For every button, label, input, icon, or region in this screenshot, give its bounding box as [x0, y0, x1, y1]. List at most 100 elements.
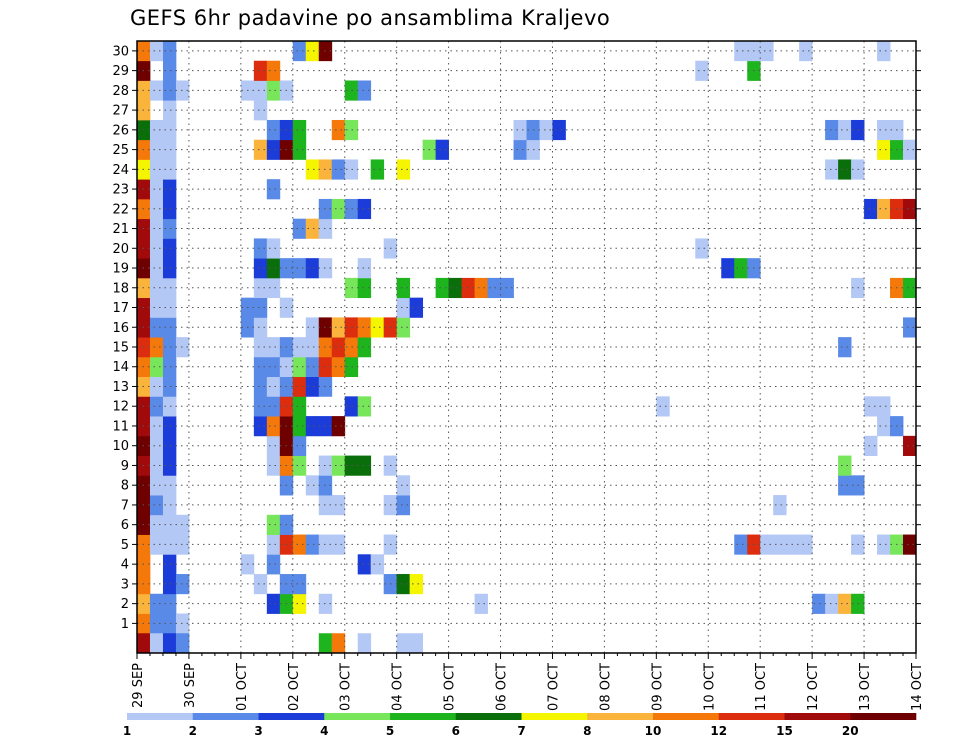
heatmap-cell	[266, 435, 281, 456]
heatmap-cell	[266, 416, 281, 437]
heatmap-cell	[162, 258, 177, 279]
heatmap-cell	[149, 258, 164, 279]
heatmap-cell	[513, 119, 527, 141]
colorbar-swatch	[390, 713, 457, 720]
heatmap-cell	[305, 317, 320, 338]
heatmap-cell	[149, 514, 164, 535]
heatmap-cell	[266, 139, 281, 160]
x-tick-label: 29 SEP	[131, 663, 146, 708]
heatmap-cell	[253, 396, 268, 417]
heatmap-cell	[357, 317, 372, 338]
heatmap-cell	[877, 41, 891, 62]
heatmap-cell	[370, 317, 385, 338]
heatmap-cell	[149, 534, 164, 555]
heatmap-cell	[149, 475, 164, 496]
heatmap-cell	[825, 159, 839, 180]
heatmap-cell	[877, 119, 891, 141]
heatmap-cell	[292, 139, 307, 160]
heatmap-cell	[396, 633, 411, 654]
y-tick-label: 12	[112, 400, 129, 415]
heatmap-cell	[357, 396, 372, 417]
heatmap-cell	[305, 376, 320, 397]
heatmap-cell	[864, 396, 878, 417]
heatmap-cell	[149, 159, 164, 180]
heatmap-cell	[175, 574, 190, 595]
heatmap-cell	[448, 277, 462, 299]
y-tick-label: 2	[121, 597, 129, 612]
heatmap-cell	[162, 119, 177, 141]
heatmap-cell	[162, 297, 177, 318]
colorbar-swatch	[455, 713, 522, 720]
heatmap-cell	[253, 258, 268, 279]
heatmap-cell	[162, 455, 177, 476]
heatmap-cell	[162, 376, 177, 397]
heatmap-cell	[838, 159, 852, 180]
colorbar-swatch	[258, 713, 325, 720]
y-tick-label: 20	[112, 242, 129, 257]
y-tick-label: 22	[112, 202, 129, 217]
heatmap-cell	[162, 337, 177, 358]
heatmap-cell	[149, 376, 164, 397]
heatmap-cell	[344, 455, 359, 476]
heatmap-cell	[266, 356, 281, 378]
x-tick-label: 12 OCT	[806, 663, 821, 711]
heatmap-cell	[734, 41, 748, 62]
heatmap-cell	[266, 455, 281, 476]
heatmap-cell	[305, 475, 320, 496]
heatmap-cell	[149, 455, 164, 476]
y-tick-label: 13	[112, 380, 129, 395]
heatmap-cell	[305, 258, 320, 279]
heatmap-cell	[903, 435, 916, 456]
y-tick-label: 14	[112, 360, 129, 375]
colorbar-swatch	[324, 713, 391, 720]
y-tick-label: 19	[112, 262, 129, 277]
heatmap-cell	[331, 119, 346, 141]
heatmap-cell	[903, 317, 916, 338]
x-tick-label: 04 OCT	[391, 663, 406, 711]
x-tick-label: 09 OCT	[650, 663, 665, 711]
heatmap-cell	[877, 198, 891, 220]
heatmap-cell	[162, 317, 177, 338]
colorbar-label: 2	[189, 724, 197, 738]
colorbar-swatch	[850, 713, 917, 720]
heatmap-cell	[799, 41, 813, 62]
heatmap-cell	[292, 534, 307, 555]
heatmap-cell	[305, 534, 320, 555]
heatmap-cell	[266, 514, 281, 535]
heatmap-cell	[864, 198, 878, 220]
heatmap-cell	[162, 396, 177, 417]
heatmap-cell	[149, 633, 164, 654]
colorbar-swatch	[784, 713, 851, 720]
y-tick-label: 21	[112, 222, 129, 237]
heatmap-cell	[162, 475, 177, 496]
y-tick-label: 17	[112, 301, 129, 316]
heatmap-cell	[266, 396, 281, 417]
heatmap-cell	[162, 435, 177, 456]
heatmap-cell	[149, 416, 164, 437]
colorbar-label: 7	[517, 724, 525, 738]
heatmap-cell	[357, 258, 372, 279]
heatmap-cell	[292, 455, 307, 476]
heatmap-cell	[266, 554, 281, 575]
heatmap-cell	[149, 277, 164, 299]
heatmap-cell	[760, 534, 774, 555]
x-tick-label: 05 OCT	[443, 663, 458, 711]
colorbar-label: 15	[776, 724, 793, 738]
heatmap-cell	[695, 238, 709, 259]
chart-title: GEFS 6hr padavine po ansamblima Kraljevo	[130, 6, 611, 30]
heatmap-cell	[734, 534, 748, 555]
heatmap-cell	[292, 218, 307, 239]
heatmap-cell	[838, 475, 852, 496]
heatmap-cell	[162, 277, 177, 299]
heatmap-cell	[825, 593, 839, 614]
heatmap-cell	[487, 277, 501, 299]
colorbar-label: 1	[123, 724, 131, 738]
heatmap-cell	[344, 80, 359, 101]
heatmap-cell	[149, 238, 164, 259]
y-tick-label: 9	[121, 459, 129, 474]
heatmap-cell	[162, 238, 177, 259]
heatmap-cell	[331, 534, 346, 555]
heatmap-cell	[357, 277, 372, 299]
heatmap-cell	[344, 159, 359, 180]
